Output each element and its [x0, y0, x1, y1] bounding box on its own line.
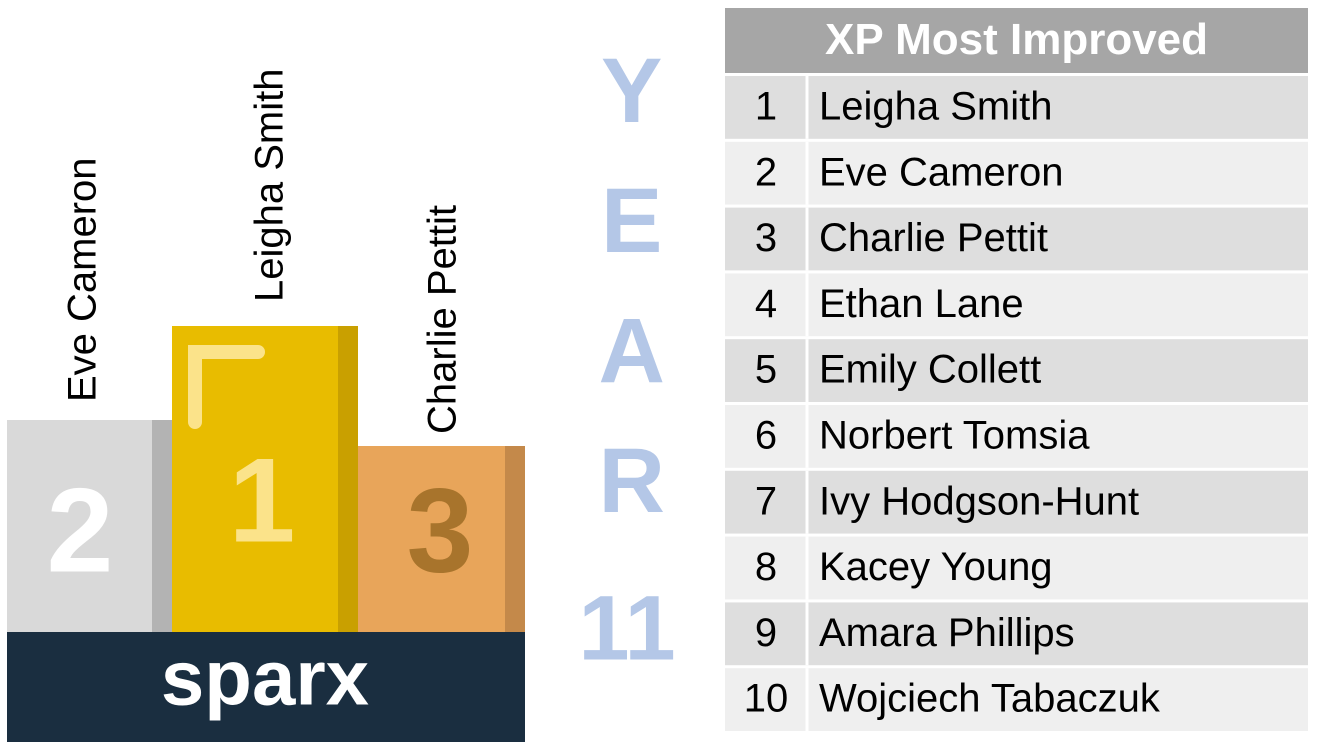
- rank: 1: [755, 84, 777, 128]
- rank: 6: [755, 413, 777, 457]
- student-name: Emily Collett: [819, 348, 1041, 392]
- student-name: Ethan Lane: [819, 282, 1024, 326]
- podium-highlight: [188, 345, 265, 429]
- table-header: [725, 8, 1308, 73]
- table-row: [725, 273, 1308, 337]
- student-name: Ivy Hodgson-Hunt: [819, 479, 1139, 523]
- podium-name: Eve Cameron: [61, 157, 105, 402]
- student-name: Charlie Pettit: [819, 216, 1048, 260]
- rank: 8: [755, 545, 777, 589]
- rank: 3: [755, 216, 777, 260]
- table-row: [725, 76, 1308, 139]
- podium-shade: [505, 446, 525, 632]
- podium-first: [172, 326, 358, 632]
- podium-place: 2: [47, 464, 114, 598]
- logo: sparx: [161, 634, 369, 722]
- podium-place: 1: [229, 434, 296, 568]
- table-row: [725, 470, 1308, 534]
- table-row: [725, 141, 1308, 205]
- podium-shade: [338, 326, 358, 632]
- table-row: [725, 339, 1308, 402]
- table-row: [725, 405, 1308, 468]
- podium-second: [7, 420, 172, 632]
- rank: 5: [755, 348, 777, 392]
- podium-labels: Eve Cameron 2 Leigha Smith 1 Charlie Pettit 3: [47, 69, 474, 598]
- student-name: Wojciech Tabaczuk: [819, 677, 1161, 721]
- year-word: YEAR: [581, 40, 683, 560]
- table-row: [725, 602, 1308, 666]
- rank: 7: [755, 479, 777, 523]
- student-name: Norbert Tomsia: [819, 413, 1090, 457]
- table: XP Most Improved 1 Leigha Smith 2 Eve Camero…: [725, 8, 1308, 731]
- student-name: Leigha Smith: [819, 84, 1052, 128]
- podium-name: Leigha Smith: [248, 69, 292, 302]
- student-name: Amara Phillips: [819, 611, 1075, 655]
- podium-shade: [152, 420, 172, 632]
- year-number: 11: [578, 577, 675, 679]
- student-name: Kacey Young: [819, 545, 1053, 589]
- year-label: YEAR 11: [578, 40, 682, 679]
- rank: 10: [744, 677, 789, 721]
- logo-band: [7, 632, 525, 742]
- podium-place: 3: [407, 464, 474, 598]
- table-title: XP Most Improved: [825, 15, 1208, 64]
- student-name: Eve Cameron: [819, 150, 1064, 194]
- table-row: [725, 207, 1308, 271]
- podium-third: [358, 446, 525, 632]
- rank: 4: [755, 282, 777, 326]
- rank: 2: [755, 150, 777, 194]
- table-row: [725, 668, 1308, 731]
- table-row: [725, 536, 1308, 600]
- rank: 9: [755, 611, 777, 655]
- podium-name: Charlie Pettit: [421, 205, 465, 434]
